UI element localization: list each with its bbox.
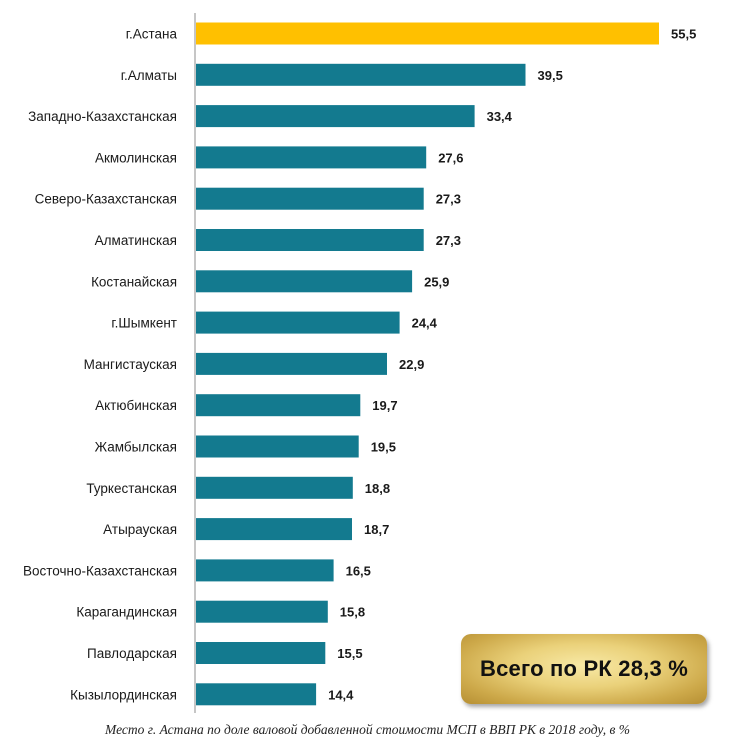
- bar-10: [196, 394, 361, 417]
- chart-caption: Место г. Астана по доле валовой добавлен…: [105, 722, 630, 737]
- bar-1: [196, 22, 659, 45]
- value-label-3: 33,4: [487, 109, 513, 124]
- value-label-7: 25,9: [424, 274, 449, 289]
- category-label-4: Акмолинская: [95, 150, 177, 165]
- value-label-8: 24,4: [412, 316, 438, 331]
- value-label-14: 16,5: [346, 563, 371, 578]
- bar-12: [196, 476, 353, 499]
- bar-2: [196, 63, 526, 86]
- bar-6: [196, 229, 424, 251]
- bar-9: [196, 352, 387, 375]
- value-label-10: 19,7: [372, 398, 397, 413]
- bar-16: [196, 642, 326, 664]
- category-label-3: Западно-Казахстанская: [28, 109, 177, 124]
- bar-8: [196, 311, 400, 334]
- category-label-12: Туркестанская: [86, 481, 177, 496]
- category-label-9: Мангистауская: [84, 357, 177, 372]
- category-label-2: г.Алматы: [121, 68, 177, 83]
- total-badge-text: Всего по РК 28,3 %: [480, 656, 688, 681]
- category-label-7: Костанайская: [91, 274, 177, 289]
- bar-17: [196, 683, 317, 706]
- category-label-15: Карагандинская: [76, 605, 177, 620]
- value-label-11: 19,5: [371, 440, 396, 455]
- category-label-11: Жамбылская: [95, 440, 177, 455]
- bar-14: [196, 559, 334, 582]
- category-label-13: Атырауская: [103, 522, 177, 537]
- category-label-17: Кызылординская: [70, 687, 177, 702]
- category-label-6: Алматинская: [95, 233, 177, 248]
- bar-13: [196, 518, 352, 541]
- bar-4: [196, 146, 427, 169]
- value-label-17: 14,4: [328, 687, 354, 702]
- bars-group: [196, 22, 659, 706]
- category-label-14: Восточно-Казахстанская: [23, 563, 177, 578]
- category-label-1: г.Астана: [126, 27, 178, 42]
- category-label-8: г.Шымкент: [111, 316, 177, 331]
- bar-5: [196, 187, 424, 210]
- value-label-13: 18,7: [364, 522, 389, 537]
- total-badge: Всего по РК 28,3 %: [461, 634, 707, 704]
- value-label-6: 27,3: [436, 233, 461, 248]
- category-label-16: Павлодарская: [87, 646, 177, 661]
- bar-15: [196, 600, 328, 623]
- value-label-16: 15,5: [337, 646, 362, 661]
- value-labels: 55,5 39,5 33,4 27,6 27,3 27,3 25,9 24,4 22,9 19,7…: [328, 27, 696, 703]
- category-label-5: Северо-Казахстанская: [35, 192, 177, 207]
- value-label-4: 27,6: [438, 150, 463, 165]
- value-label-2: 39,5: [538, 68, 563, 83]
- bar-11: [196, 435, 359, 458]
- value-label-15: 15,8: [340, 605, 365, 620]
- value-label-9: 22,9: [399, 357, 424, 372]
- category-label-10: Актюбинская: [95, 398, 177, 413]
- bar-3: [196, 105, 475, 128]
- value-label-1: 55,5: [671, 27, 696, 42]
- value-label-5: 27,3: [436, 192, 461, 207]
- bar-7: [196, 270, 413, 293]
- value-label-12: 18,8: [365, 481, 390, 496]
- category-labels: г.Астана г.Алматы Западно-Казахстанская Акм…: [23, 27, 178, 703]
